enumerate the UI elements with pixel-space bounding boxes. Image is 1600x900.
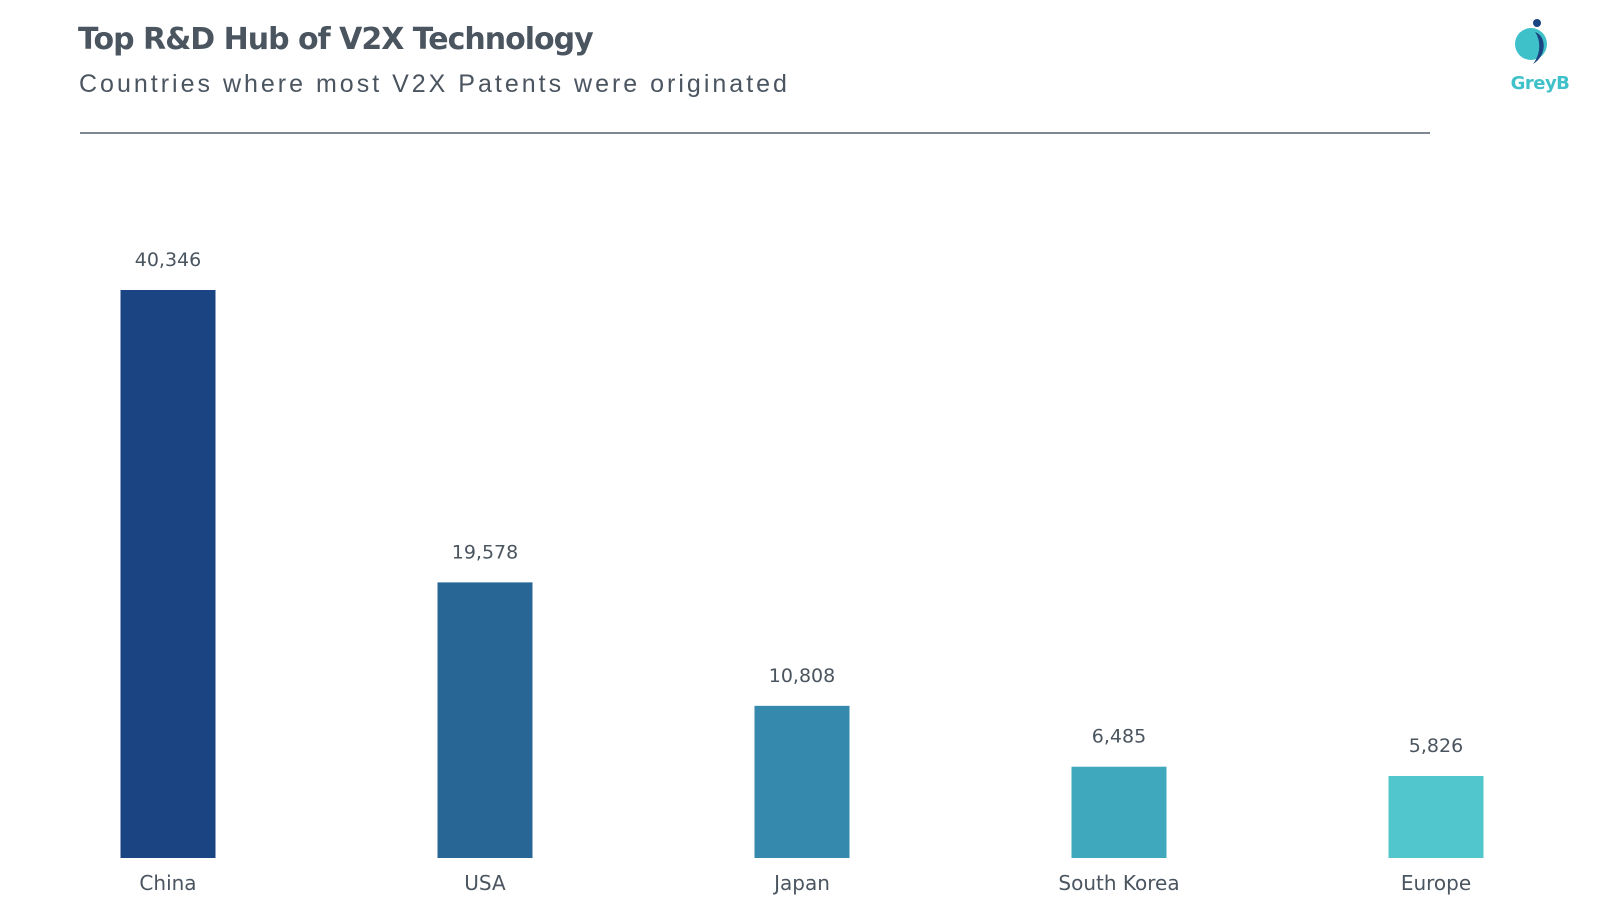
data-label-europe: 5,826 — [1409, 735, 1463, 757]
bar-china — [120, 290, 216, 858]
greyb-logo-text: GreyB — [1510, 73, 1570, 94]
greyb-logo-icon — [1515, 19, 1547, 64]
category-label-europe: Europe — [1401, 871, 1471, 895]
header-divider — [80, 132, 1430, 134]
data-label-usa: 19,578 — [452, 541, 518, 563]
bar-japan — [754, 705, 850, 858]
category-label-usa: USA — [464, 871, 506, 895]
data-label-south-korea: 6,485 — [1092, 726, 1146, 748]
bar-europe — [1388, 775, 1484, 858]
bar-usa — [437, 582, 533, 858]
bar-south-korea — [1071, 766, 1167, 858]
category-label-south-korea: South Korea — [1058, 871, 1179, 895]
category-label-japan: Japan — [772, 871, 830, 895]
greyb-logo: GreyB — [1500, 18, 1580, 100]
chart-title: Top R&D Hub of V2X Technology — [78, 22, 594, 57]
chart-subtitle: Countries where most V2X Patents were or… — [79, 70, 790, 98]
data-label-china: 40,346 — [135, 249, 201, 271]
category-label-china: China — [139, 871, 196, 895]
data-label-japan: 10,808 — [769, 665, 835, 687]
